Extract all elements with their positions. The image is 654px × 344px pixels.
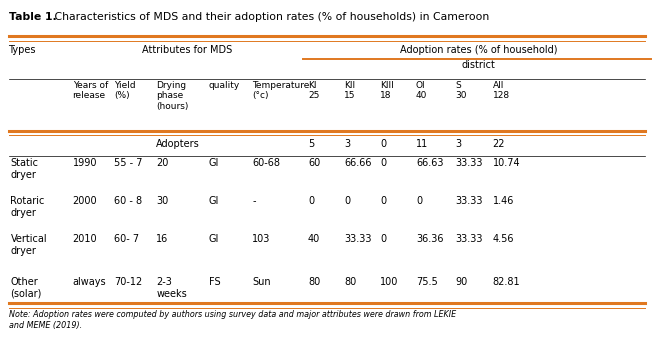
Text: 11: 11 (416, 139, 428, 149)
Text: 40: 40 (308, 234, 320, 244)
Text: always: always (73, 277, 106, 287)
Text: 80: 80 (308, 277, 320, 287)
Text: 70-12: 70-12 (114, 277, 143, 287)
Text: 60- 7: 60- 7 (114, 234, 139, 244)
Text: 66.66: 66.66 (344, 158, 371, 168)
Text: 2010: 2010 (73, 234, 97, 244)
Text: 16: 16 (156, 234, 169, 244)
Text: Vertical
dryer: Vertical dryer (10, 234, 47, 256)
Text: 66.63: 66.63 (416, 158, 443, 168)
Text: Years of
release: Years of release (73, 81, 108, 100)
Text: 4.56: 4.56 (492, 234, 514, 244)
Text: Static
dryer: Static dryer (10, 158, 39, 180)
Text: 60-68: 60-68 (252, 158, 281, 168)
Text: All
128: All 128 (492, 81, 509, 100)
Text: 0: 0 (380, 139, 386, 149)
Text: Note: Adoption rates were computed by authors using survey data and major attrib: Note: Adoption rates were computed by au… (9, 310, 456, 330)
Text: S
30: S 30 (455, 81, 467, 100)
Text: 0: 0 (416, 196, 422, 206)
Text: 100: 100 (380, 277, 398, 287)
Text: 80: 80 (344, 277, 356, 287)
Text: 5: 5 (308, 139, 315, 149)
Text: Attributes for MDS: Attributes for MDS (142, 45, 232, 55)
Text: 3: 3 (344, 139, 350, 149)
Text: 1990: 1990 (73, 158, 97, 168)
Text: 103: 103 (252, 234, 271, 244)
Text: district: district (462, 60, 495, 70)
Text: 0: 0 (380, 158, 386, 168)
Text: Yield
(%): Yield (%) (114, 81, 136, 100)
Text: Types: Types (9, 45, 36, 55)
Text: 82.81: 82.81 (492, 277, 520, 287)
Text: 30: 30 (156, 196, 169, 206)
Text: 90: 90 (455, 277, 468, 287)
Text: Adopters: Adopters (156, 139, 200, 149)
Text: 0: 0 (308, 196, 314, 206)
Text: 3: 3 (455, 139, 461, 149)
Text: 33.33: 33.33 (344, 234, 371, 244)
Text: 0: 0 (380, 234, 386, 244)
Text: Adoption rates (% of household): Adoption rates (% of household) (400, 45, 557, 55)
Text: 60: 60 (308, 158, 320, 168)
Text: 33.33: 33.33 (455, 196, 483, 206)
Text: 0: 0 (344, 196, 350, 206)
Text: GI: GI (209, 196, 219, 206)
Text: 55 - 7: 55 - 7 (114, 158, 143, 168)
Text: 0: 0 (380, 196, 386, 206)
Text: FS: FS (209, 277, 220, 287)
Text: GI: GI (209, 158, 219, 168)
Text: Temperature
(°c): Temperature (°c) (252, 81, 310, 100)
Text: KI
25: KI 25 (308, 81, 319, 100)
Text: 2-3
weeks: 2-3 weeks (156, 277, 187, 299)
Text: Characteristics of MDS and their adoption rates (% of households) in Cameroon: Characteristics of MDS and their adoptio… (51, 12, 489, 22)
Text: 1.46: 1.46 (492, 196, 514, 206)
Text: Sun: Sun (252, 277, 271, 287)
Text: 10.74: 10.74 (492, 158, 520, 168)
Text: Drying
phase
(hours): Drying phase (hours) (156, 81, 189, 111)
Text: Table 1.: Table 1. (9, 12, 56, 22)
Text: 20: 20 (156, 158, 169, 168)
Text: KII
15: KII 15 (344, 81, 356, 100)
Text: Other
(solar): Other (solar) (10, 277, 42, 299)
Text: 33.33: 33.33 (455, 158, 483, 168)
Text: 22: 22 (492, 139, 505, 149)
Text: Rotaric
dryer: Rotaric dryer (10, 196, 45, 218)
Text: 36.36: 36.36 (416, 234, 443, 244)
Text: quality: quality (209, 81, 240, 90)
Text: 60 - 8: 60 - 8 (114, 196, 143, 206)
Text: 75.5: 75.5 (416, 277, 438, 287)
Text: -: - (252, 196, 256, 206)
Text: OI
40: OI 40 (416, 81, 427, 100)
Text: GI: GI (209, 234, 219, 244)
Text: 33.33: 33.33 (455, 234, 483, 244)
Text: 2000: 2000 (73, 196, 97, 206)
Text: KIII
18: KIII 18 (380, 81, 394, 100)
